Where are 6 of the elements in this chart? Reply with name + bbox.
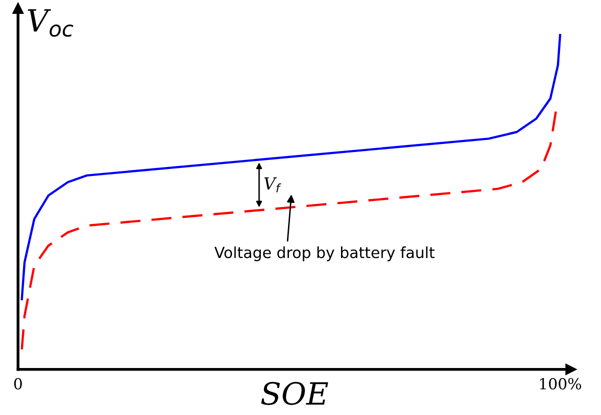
y-axis-title: V$_{oc}$ — [28, 9, 74, 37]
x-tick-label: 100% — [540, 378, 582, 390]
annotation: Voltage drop by battery fault — [214, 246, 435, 262]
x-tick-label: 0 — [14, 378, 22, 390]
x-axis-title: SOE — [261, 382, 328, 406]
annotation: V$_{f}$ — [264, 177, 282, 192]
